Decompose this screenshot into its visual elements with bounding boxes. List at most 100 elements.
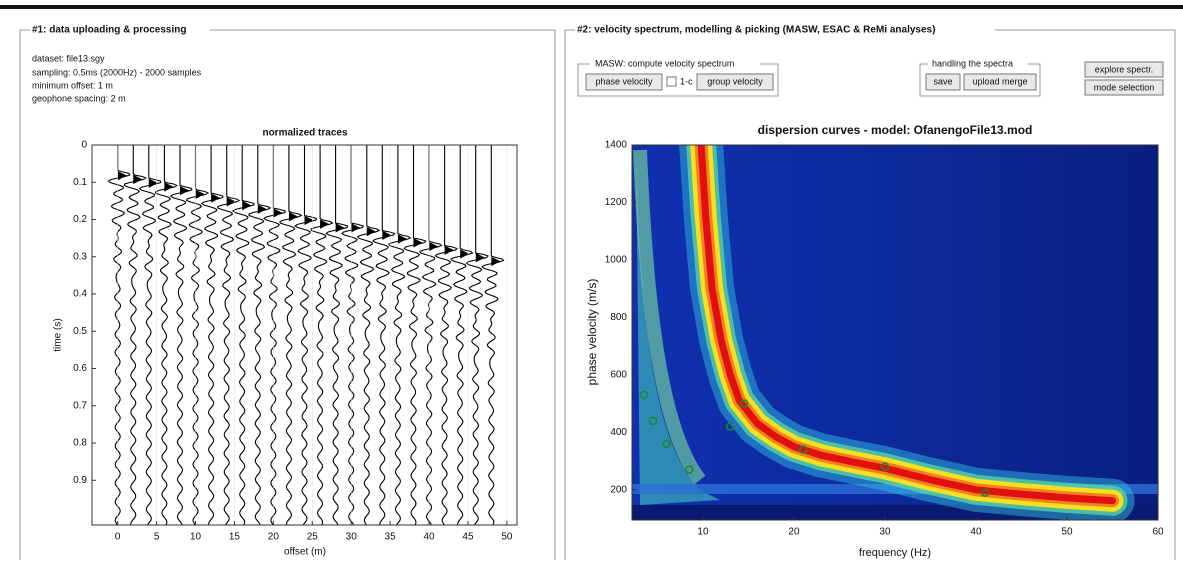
first-arrival-lobe — [335, 223, 345, 233]
first-arrival-lobe — [304, 215, 314, 226]
spectrum-blob — [636, 150, 720, 505]
y-tick-label: 0.8 — [73, 438, 87, 449]
checkbox-label[interactable]: 1-c — [680, 76, 693, 86]
first-arrival-lobe — [491, 256, 501, 267]
trace — [310, 145, 334, 525]
trace — [450, 145, 474, 525]
x-tick-label: 40 — [970, 527, 982, 538]
top-bar — [0, 5, 1183, 9]
button[interactable] — [696, 73, 774, 91]
info-line: geophone spacing: 2 m — [32, 93, 126, 103]
plot-content — [639, 145, 1135, 520]
first-arrival-lobe — [413, 238, 423, 248]
button-label[interactable]: phase velocity — [595, 76, 653, 86]
pick — [639, 390, 649, 400]
y-tick-label: 1200 — [605, 197, 628, 208]
x-tick-label: 5 — [154, 532, 160, 543]
y-tick-label: 0.4 — [73, 289, 87, 300]
x-tick-label: 50 — [501, 532, 513, 543]
first-arrival-lobe — [351, 223, 361, 233]
pick — [662, 439, 671, 449]
first-arrival-lobe — [273, 208, 283, 218]
x-tick-label: 35 — [385, 532, 397, 543]
trace — [294, 145, 318, 525]
first-arrival-lobe — [257, 204, 267, 214]
button-label[interactable]: mode selection — [1094, 82, 1155, 92]
x-tick-label: 30 — [346, 532, 358, 543]
first-arrival-lobe — [288, 212, 298, 222]
x-tick-label: 40 — [423, 532, 435, 543]
group-bg — [590, 58, 760, 69]
trace — [263, 145, 286, 525]
button[interactable] — [1084, 79, 1164, 96]
plot-frame — [91, 144, 518, 526]
title-bg — [30, 24, 210, 36]
first-arrival-lobe — [444, 245, 454, 255]
y-tick-label: 0.5 — [73, 326, 87, 337]
trace — [217, 145, 241, 525]
first-arrival-lobe — [133, 174, 143, 185]
trace — [481, 145, 505, 525]
button-label[interactable]: group velocity — [707, 76, 763, 86]
first-arrival-lobe — [382, 230, 392, 240]
pick — [798, 445, 808, 454]
x-tick-label: 10 — [190, 532, 202, 543]
x-tick-label: 60 — [1152, 527, 1164, 538]
x-tick-label: 15 — [229, 532, 241, 543]
y-tick-label: 0.9 — [73, 475, 87, 486]
trace — [107, 145, 131, 525]
first-arrival-lobe — [320, 219, 330, 229]
y-tick-label: 0.6 — [73, 363, 87, 374]
plot-content — [107, 145, 508, 525]
x-tick-label: 30 — [879, 527, 891, 538]
y-tick-label: 0.7 — [73, 400, 87, 411]
checkbox[interactable] — [666, 76, 677, 87]
trace — [465, 145, 489, 525]
plot-title: normalized traces — [262, 128, 347, 139]
first-arrival-lobe — [475, 253, 485, 263]
pick — [648, 416, 658, 426]
trace — [279, 145, 303, 525]
title-bg — [575, 24, 995, 36]
button-label[interactable]: save — [933, 76, 952, 86]
button[interactable] — [925, 73, 961, 91]
trace — [340, 145, 365, 525]
y-tick-label: 0.2 — [73, 214, 87, 225]
trace — [186, 145, 210, 525]
y-tick-label: 1400 — [605, 140, 628, 151]
first-arrival-lobe — [460, 249, 470, 259]
trace — [123, 145, 147, 525]
group-label: MASW: compute velocity spectrum — [595, 58, 734, 68]
trace — [231, 145, 255, 525]
first-arrival-lobe — [429, 241, 439, 252]
first-arrival-lobe — [211, 193, 221, 203]
trace — [372, 145, 396, 525]
x-tick-label: 45 — [462, 532, 474, 543]
trace — [388, 145, 412, 525]
first-arrival-lobe — [117, 171, 127, 181]
button[interactable] — [1084, 61, 1164, 78]
button[interactable] — [963, 73, 1037, 91]
pick — [980, 488, 990, 497]
plot-title: dispersion curves - model: OfanengoFile1… — [758, 123, 1033, 137]
y-tick-label: 0.3 — [73, 251, 87, 262]
x-axis-label: frequency (Hz) — [859, 547, 931, 559]
x-axis-label: offset (m) — [284, 547, 326, 558]
button[interactable] — [585, 73, 663, 91]
button-label[interactable]: explore spectr. — [1095, 64, 1154, 74]
first-arrival-lobe — [148, 178, 158, 188]
panel-title: #1: data uploading & processing — [32, 25, 186, 36]
panel-title: #2: velocity spectrum, modelling & picki… — [577, 25, 935, 36]
pick — [685, 465, 694, 474]
x-tick-label: 0 — [115, 532, 121, 543]
panel-frame — [19, 29, 556, 565]
info-line: sampling: 0.5ms (2000Hz) - 2000 samples — [32, 67, 202, 77]
trace — [138, 145, 162, 525]
button-label[interactable]: upload merge — [972, 76, 1027, 86]
trace — [357, 145, 381, 525]
y-tick-label: 200 — [610, 484, 627, 495]
trace — [419, 145, 443, 525]
spectrum-ridge — [697, 145, 1116, 505]
y-tick-label: 0 — [81, 140, 87, 151]
